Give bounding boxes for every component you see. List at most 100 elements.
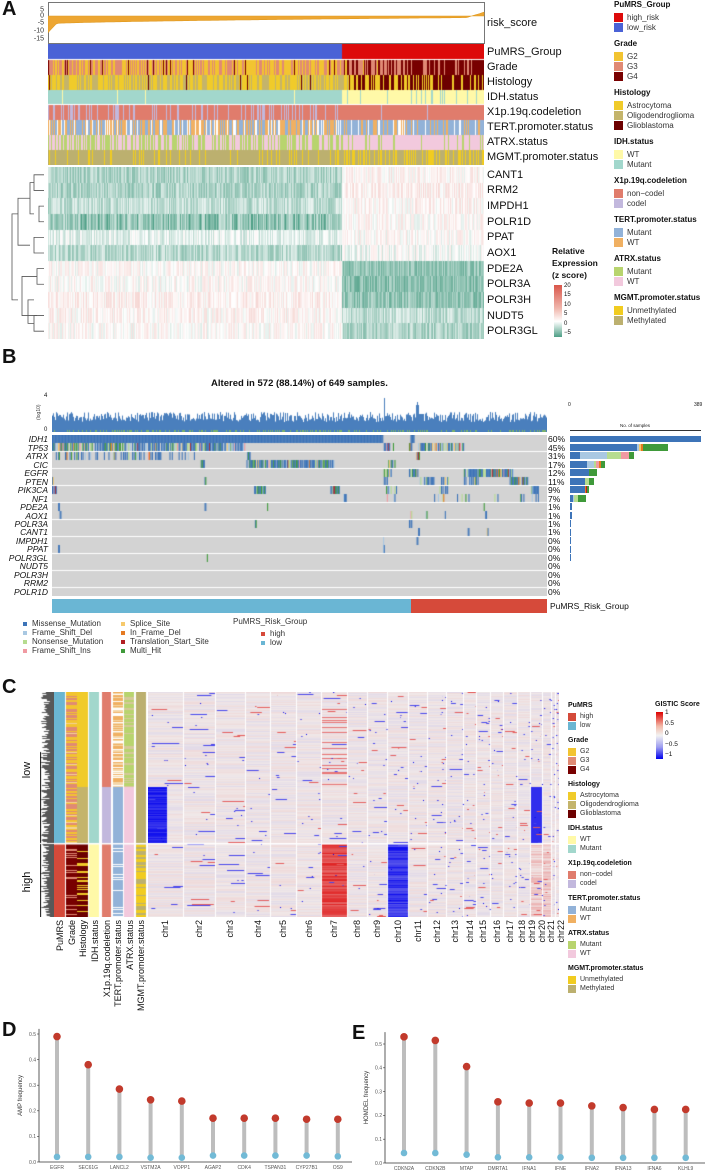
oncoprint-pct-label: 11%: [548, 476, 565, 487]
legend-item-label: high_risk: [627, 12, 660, 22]
legend-item-label: Oligodendroglioma: [580, 801, 639, 808]
low-group-point: [463, 1151, 470, 1158]
tmb-tick: 0: [44, 427, 48, 433]
gene-label: NUDT5: [487, 309, 524, 322]
legend-item-label: G3: [580, 757, 590, 764]
side-bar: [570, 477, 594, 485]
side-bar-segment: [570, 486, 586, 494]
legend-swatch: [614, 110, 623, 120]
risk-group-legend-label: high: [270, 629, 286, 638]
variant-legend-marker: [23, 621, 27, 626]
legend-item-label: WT: [580, 836, 591, 843]
oncoprint-pct-label: 1%: [548, 518, 561, 529]
legend-swatch: [568, 949, 576, 958]
y-axis-label: HOMDEL frequency: [364, 1071, 370, 1124]
side-bar-segment: [642, 443, 668, 451]
expression-legend-title-line: Expression: [552, 258, 598, 268]
variant-legend-label: Frame_Shift_Ins: [32, 646, 91, 655]
variant-legend-label: In_Frame_Del: [130, 628, 181, 637]
legend-group: ATRX.status Mutant WT: [614, 254, 700, 286]
legend-item: Glioblastoma: [614, 120, 700, 130]
legend-title: PuMRS: [568, 702, 593, 709]
high-group-point: [271, 1114, 280, 1123]
dendrogram-branch: [21, 276, 37, 316]
legend-item: Astrocytoma: [614, 100, 700, 110]
side-bar: [570, 537, 571, 545]
x-tick-label: CDKN2A: [394, 1166, 415, 1172]
chromosome-label: chr6: [303, 920, 314, 938]
track-label: Histology: [487, 76, 533, 88]
annotation-tracks-heatmap: [48, 44, 484, 165]
risk-score-area: [48, 11, 485, 34]
chromosome-label: chr4: [252, 920, 263, 938]
high-group-point: [588, 1102, 596, 1110]
track-label: X1p.19q.codeletion: [487, 106, 582, 118]
risk-group-legend-title: PuMRS_Risk_Group: [233, 617, 308, 626]
legend-title: IDH.status: [614, 137, 654, 146]
gene-label: AOX1: [487, 247, 517, 259]
y-axis-label: AMP frequency: [18, 1075, 24, 1116]
variant-legend-item: Multi_Hit: [121, 646, 161, 655]
legend-title: X1p.19q.codeletion: [614, 176, 687, 185]
high-group-point: [240, 1114, 248, 1123]
legend-item: Glioblastoma: [568, 809, 643, 818]
legend-group: MGMT.promoter.status Unmethylated Methylat…: [614, 293, 700, 325]
legend-item-label: G2: [580, 748, 590, 755]
chromosome-label: chr14: [464, 920, 475, 943]
chromosome-label: chr11: [412, 920, 423, 942]
dendrogram-branch: [11, 213, 18, 301]
panel-c-legend: PuMRS high low Grade G2 G3 G4 Histology Astrocyt…: [568, 701, 643, 999]
gistic-legend-title: GISTIC Score: [655, 701, 700, 708]
legend-swatch: [614, 100, 623, 110]
x-tick-label: CYP27B1: [296, 1165, 318, 1171]
oncoprint-pct-label: 7%: [548, 493, 561, 504]
legend-item-label: WT: [627, 237, 640, 247]
gistic-legend-tick: 0: [665, 730, 669, 737]
variant-legend-label: Multi_Hit: [130, 646, 162, 655]
track-label: IDH.status: [487, 91, 539, 103]
legend-title: TERT.promoter.status: [614, 215, 697, 224]
risk-score-label: risk_score: [487, 17, 538, 29]
chromosome-label: chr22: [555, 920, 566, 943]
side-bar-segment: [570, 435, 701, 443]
side-bar-segment: [587, 486, 590, 494]
expression-legend-tick: −5: [564, 330, 571, 336]
expression-legend-title-line: Relative: [552, 246, 585, 256]
high-group-point: [53, 1032, 61, 1041]
risk-group-legend-marker: [261, 640, 265, 645]
high-group-point: [178, 1097, 186, 1105]
oncoprint-pct-label: 1%: [548, 510, 561, 521]
side-bar-segment: [639, 443, 641, 451]
legend-item-label: non−codel: [627, 188, 665, 198]
legend-group: X1p.19q.codeletion non−codel codel: [614, 176, 700, 208]
side-bar: [570, 469, 597, 477]
legend-item: Mutant: [568, 844, 643, 853]
side-bar-segment: [586, 486, 588, 494]
chromosome-label: chr17: [505, 920, 515, 943]
legend-group: Histology Astrocytoma Oligodendroglioma Gli…: [568, 780, 643, 818]
oncoprint-gene-label: CANT1: [20, 527, 48, 538]
chromosome-label: chr3: [225, 920, 235, 938]
x-tick-label: VOPP1: [173, 1165, 190, 1171]
low-group-point: [400, 1149, 408, 1157]
legend-group: ATRX.status Mutant WT: [568, 929, 643, 958]
legend-swatch: [568, 712, 576, 721]
legend-swatch: [568, 765, 576, 774]
x-tick-label: EGFR: [50, 1165, 64, 1171]
legend-item-label: WT: [627, 149, 640, 159]
side-bar: [570, 528, 571, 536]
oncoprint-pct-label: 9%: [548, 485, 561, 496]
x-tick-label: IFNE: [555, 1166, 567, 1172]
x-tick-label: IFNA6: [647, 1166, 661, 1172]
low-group-point: [525, 1153, 533, 1161]
row-group-low: low: [21, 761, 33, 779]
low-group-point: [53, 1153, 61, 1161]
side-bar: [570, 511, 573, 519]
oncoprint-gene-label: RRM2: [23, 578, 48, 589]
legend-item-label: G4: [627, 71, 638, 81]
variant-legend-item: Missense_Mutation: [23, 619, 101, 628]
oncoprint-gene-label: NUDT5: [19, 561, 48, 572]
legend-item: Mutant: [568, 905, 643, 914]
side-bar-segment: [637, 443, 640, 451]
legend-swatch: [568, 800, 576, 809]
